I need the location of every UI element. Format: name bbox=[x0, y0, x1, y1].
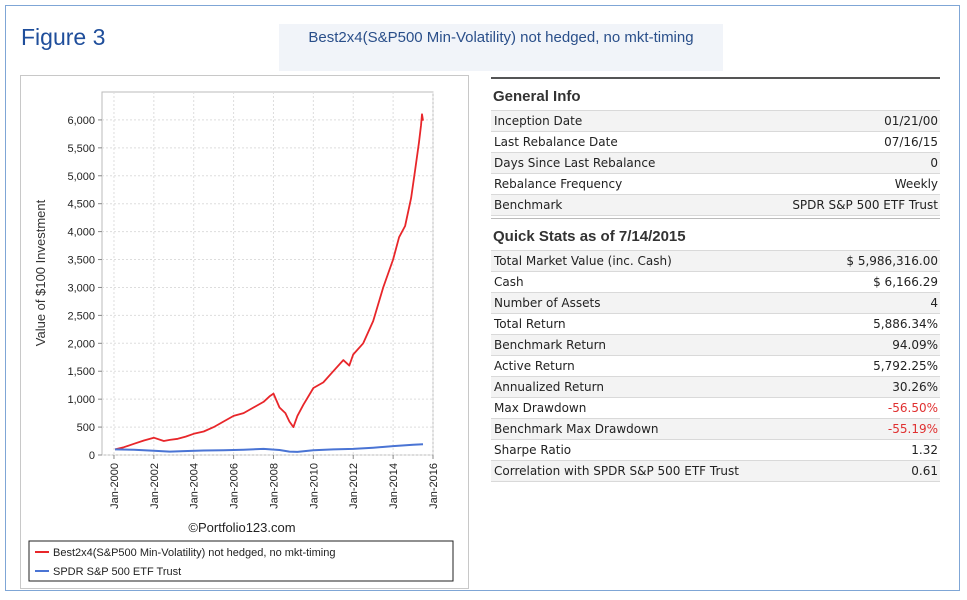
quick-stats-row: Cash $ 6,166.29 bbox=[491, 271, 940, 293]
series-line-portfolio bbox=[114, 113, 424, 451]
y-tick-label: 1,500 bbox=[67, 366, 95, 378]
quick-stats-value: -56.50% bbox=[814, 397, 940, 419]
quick-stats-value: 4 bbox=[814, 292, 940, 314]
quick-stats-label: Number of Assets bbox=[491, 292, 815, 314]
quick-stats-row: Total Market Value (inc. Cash) $ 5,986,31… bbox=[491, 250, 940, 272]
general-info-row: Benchmark SPDR S&P 500 ETF Trust bbox=[491, 194, 940, 216]
quick-stats-row: Correlation with SPDR S&P 500 ETF Trust 0… bbox=[491, 460, 940, 482]
figure-title: Best2x4(S&P500 Min-Volatility) not hedge… bbox=[279, 24, 723, 71]
x-tick-label: Jan-2002 bbox=[149, 463, 161, 509]
quick-stats-label: Active Return bbox=[491, 355, 815, 377]
quick-stats-label: Correlation with SPDR S&P 500 ETF Trust bbox=[491, 460, 815, 482]
plot-area bbox=[101, 91, 434, 456]
chart-credit: ©Portfolio123.com bbox=[188, 520, 295, 535]
quick-stats-label: Benchmark Max Drawdown bbox=[491, 418, 815, 440]
quick-stats-label: Total Market Value (inc. Cash) bbox=[491, 250, 815, 272]
legend-label-benchmark: SPDR S&P 500 ETF Trust bbox=[53, 566, 181, 578]
quick-stats-row: Max Drawdown -56.50% bbox=[491, 397, 940, 419]
general-info-value: 0 bbox=[726, 152, 940, 174]
quick-stats-label: Cash bbox=[491, 271, 815, 293]
y-tick-label: 4,000 bbox=[67, 227, 95, 239]
quick-stats-value: 5,886.34% bbox=[814, 313, 940, 335]
legend: Best2x4(S&P500 Min-Volatility) not hedge… bbox=[28, 540, 454, 582]
quick-stats-row: Benchmark Return 94.09% bbox=[491, 334, 940, 356]
x-tick-label: Jan-2016 bbox=[428, 463, 440, 509]
axes: 0 500 1,000 1,500 2,000 2,500 3,000 3,500 4,000 4… bbox=[67, 115, 440, 509]
x-tick-label: Jan-2010 bbox=[308, 463, 320, 509]
figure-frame bbox=[5, 5, 960, 591]
y-tick-label: 0 bbox=[89, 450, 95, 462]
quick-stats-value: 1.32 bbox=[814, 439, 940, 461]
x-tick-label: Jan-2000 bbox=[109, 463, 121, 509]
y-tick-label: 500 bbox=[77, 422, 95, 434]
y-tick-label: 6,000 bbox=[67, 115, 95, 127]
quick-stats-row: Sharpe Ratio 1.32 bbox=[491, 439, 940, 461]
x-tick-label: Jan-2012 bbox=[348, 463, 360, 509]
y-tick-label: 4,500 bbox=[67, 199, 95, 211]
chart-panel: 0 500 1,000 1,500 2,000 2,500 3,000 3,500 4,000 4… bbox=[20, 75, 469, 589]
series-lines bbox=[114, 113, 424, 453]
quick-stats-row: Benchmark Max Drawdown -55.19% bbox=[491, 418, 940, 440]
x-tick-label: Jan-2008 bbox=[268, 463, 280, 509]
general-info-row: Rebalance Frequency Weekly bbox=[491, 173, 940, 195]
quick-stats-row: Number of Assets 4 bbox=[491, 292, 940, 314]
x-tick-label: Jan-2006 bbox=[229, 463, 241, 509]
y-tick-label: 2,000 bbox=[67, 338, 95, 350]
general-info-label: Benchmark bbox=[491, 194, 727, 216]
quick-stats-value: 5,792.25% bbox=[814, 355, 940, 377]
y-tick-label: 3,500 bbox=[67, 255, 95, 267]
general-info-heading: General Info bbox=[491, 77, 940, 110]
general-info-value: 07/16/15 bbox=[726, 131, 940, 153]
legend-label-portfolio: Best2x4(S&P500 Min-Volatility) not hedge… bbox=[53, 547, 335, 559]
general-info-row: Last Rebalance Date 07/16/15 bbox=[491, 131, 940, 153]
quick-stats-label: Total Return bbox=[491, 313, 815, 335]
general-info-label: Inception Date bbox=[491, 110, 727, 132]
quick-stats-value: 0.61 bbox=[814, 460, 940, 482]
figure-label: Figure 3 bbox=[21, 24, 106, 50]
quick-stats-label: Sharpe Ratio bbox=[491, 439, 815, 461]
general-info-row: Days Since Last Rebalance 0 bbox=[491, 152, 940, 174]
general-info-label: Days Since Last Rebalance bbox=[491, 152, 727, 174]
quick-stats-label: Annualized Return bbox=[491, 376, 815, 398]
quick-stats-table: Total Market Value (inc. Cash) $ 5,986,31… bbox=[491, 250, 940, 482]
general-info-label: Last Rebalance Date bbox=[491, 131, 727, 153]
y-tick-label: 3,000 bbox=[67, 282, 95, 294]
quick-stats-label: Benchmark Return bbox=[491, 334, 815, 356]
quick-stats-value: 94.09% bbox=[814, 334, 940, 356]
quick-stats-row: Active Return 5,792.25% bbox=[491, 355, 940, 377]
quick-stats-value: -55.19% bbox=[814, 418, 940, 440]
general-info-value: SPDR S&P 500 ETF Trust bbox=[726, 194, 940, 216]
quick-stats-value: $ 6,166.29 bbox=[814, 271, 940, 293]
info-panel: General Info Inception Date 01/21/00 Last … bbox=[491, 77, 940, 482]
quick-stats-value: $ 5,986,316.00 bbox=[814, 250, 940, 272]
general-info-value: Weekly bbox=[726, 173, 940, 195]
general-info-value: 01/21/00 bbox=[726, 110, 940, 132]
general-info-label: Rebalance Frequency bbox=[491, 173, 727, 195]
series-line-benchmark bbox=[114, 443, 424, 453]
quick-stats-label: Max Drawdown bbox=[491, 397, 815, 419]
quick-stats-value: 30.26% bbox=[814, 376, 940, 398]
general-info-table: Inception Date 01/21/00 Last Rebalance Dat… bbox=[491, 110, 940, 216]
quick-stats-row: Annualized Return 30.26% bbox=[491, 376, 940, 398]
y-tick-label: 5,500 bbox=[67, 143, 95, 155]
quick-stats-heading: Quick Stats as of 7/14/2015 bbox=[491, 218, 940, 250]
legend-box bbox=[28, 540, 454, 582]
general-info-row: Inception Date 01/21/00 bbox=[491, 110, 940, 132]
y-tick-label: 5,000 bbox=[67, 171, 95, 183]
x-tick-label: Jan-2004 bbox=[189, 463, 201, 509]
y-tick-label: 1,000 bbox=[67, 394, 95, 406]
y-axis-label: Value of $100 Investment bbox=[33, 199, 48, 346]
x-tick-label: Jan-2014 bbox=[388, 463, 400, 509]
quick-stats-row: Total Return 5,886.34% bbox=[491, 313, 940, 335]
line-chart: 0 500 1,000 1,500 2,000 2,500 3,000 3,500 4,000 4… bbox=[28, 91, 454, 582]
y-tick-label: 2,500 bbox=[67, 310, 95, 322]
